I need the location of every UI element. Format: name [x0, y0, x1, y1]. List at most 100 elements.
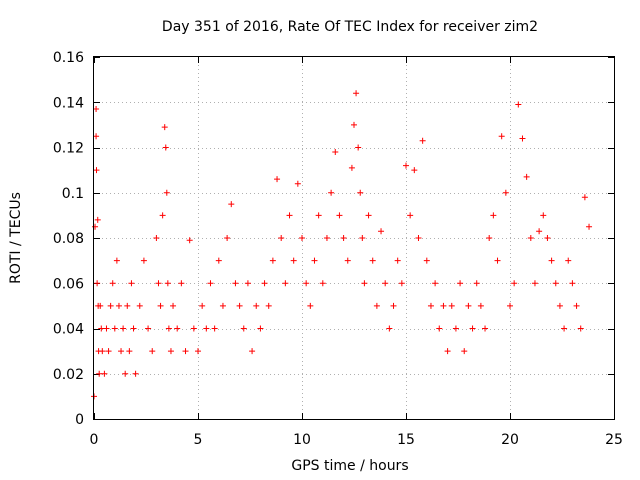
data-point	[482, 325, 489, 332]
data-point	[122, 370, 129, 377]
data-point	[115, 302, 122, 309]
data-point	[101, 370, 108, 377]
data-point	[261, 280, 268, 287]
data-point	[215, 257, 222, 264]
data-point	[390, 302, 397, 309]
data-point	[531, 280, 538, 287]
data-point	[511, 280, 518, 287]
data-point	[415, 235, 422, 241]
data-point	[190, 325, 197, 332]
data-point	[419, 137, 426, 144]
data-point	[394, 257, 401, 264]
data-point	[353, 90, 360, 97]
data-point	[111, 325, 118, 332]
data-point	[232, 280, 239, 287]
data-point	[311, 257, 318, 264]
data-point	[96, 370, 103, 377]
data-point	[182, 348, 189, 355]
data-point	[149, 348, 156, 355]
data-point	[161, 124, 168, 131]
data-point	[128, 280, 135, 287]
data-point	[319, 280, 326, 287]
data-point	[561, 325, 568, 332]
data-point	[332, 149, 339, 156]
data-point	[257, 325, 264, 332]
x-tick-labels: 0 5 10 15 20 25	[90, 432, 623, 448]
data-point	[199, 302, 206, 309]
y-tick-label: 0.04	[53, 322, 84, 338]
y-tick-label: 0.12	[53, 141, 84, 157]
data-point	[132, 370, 139, 377]
x-axis-label: GPS time / hours	[291, 458, 408, 474]
data-point	[359, 235, 366, 241]
y-tick-label: 0.16	[53, 50, 84, 66]
data-point	[103, 325, 110, 332]
grid	[94, 57, 614, 419]
data-point	[290, 257, 297, 264]
data-point	[93, 167, 100, 174]
chart-title: Day 351 of 2016, Rate Of TEC Index for r…	[162, 19, 538, 35]
data-point	[93, 106, 100, 113]
data-point	[203, 325, 210, 332]
data-point	[157, 302, 164, 309]
data-point	[165, 325, 172, 332]
y-tick-label: 0.14	[53, 95, 84, 111]
data-point	[186, 237, 193, 244]
data-point	[93, 133, 100, 140]
data-point	[159, 212, 166, 219]
y-tick-label: 0.1	[62, 186, 84, 202]
data-point	[278, 235, 285, 241]
data-point	[94, 280, 101, 287]
data-point	[486, 235, 493, 241]
data-point	[174, 325, 181, 332]
data-point	[274, 176, 281, 183]
y-tick-label: 0.02	[53, 367, 84, 383]
data-point	[565, 257, 572, 264]
data-point	[124, 302, 131, 309]
data-point	[569, 280, 576, 287]
data-point	[340, 235, 347, 241]
data-point	[98, 325, 105, 332]
data-point	[140, 257, 147, 264]
data-point	[448, 302, 455, 309]
data-point	[515, 101, 522, 108]
data-point	[307, 302, 314, 309]
data-point	[228, 201, 235, 208]
data-point	[344, 257, 351, 264]
data-point	[249, 348, 256, 355]
data-point	[92, 223, 99, 230]
data-point	[423, 257, 430, 264]
data-point	[163, 189, 170, 196]
y-tick-label: 0.08	[53, 231, 84, 247]
data-point	[436, 325, 443, 332]
data-point	[207, 280, 214, 287]
data-point	[502, 189, 509, 196]
data-point	[548, 257, 555, 264]
data-point	[457, 280, 464, 287]
data-point	[523, 173, 530, 180]
data-point	[382, 280, 389, 287]
data-point	[294, 180, 301, 187]
data-point	[369, 257, 376, 264]
data-point	[477, 302, 484, 309]
data-point	[167, 348, 174, 355]
data-point	[386, 325, 393, 332]
data-point	[113, 257, 120, 264]
data-point	[365, 212, 372, 219]
data-point	[469, 325, 476, 332]
data-point	[452, 325, 459, 332]
data-point	[153, 235, 160, 241]
data-point	[94, 216, 101, 223]
data-point	[253, 302, 260, 309]
x-tick-label: 0	[90, 432, 99, 448]
data-point	[286, 212, 293, 219]
data-point	[130, 325, 137, 332]
data-point	[407, 212, 414, 219]
data-point	[586, 223, 593, 230]
data-point	[219, 302, 226, 309]
x-tick-label: 5	[194, 432, 203, 448]
data-point	[519, 135, 526, 142]
y-tick-labels: 0 0.02 0.04 0.06 0.08 0.1 0.12 0.14 0.16	[53, 50, 84, 428]
data-point	[97, 302, 104, 309]
data-point	[540, 212, 547, 219]
